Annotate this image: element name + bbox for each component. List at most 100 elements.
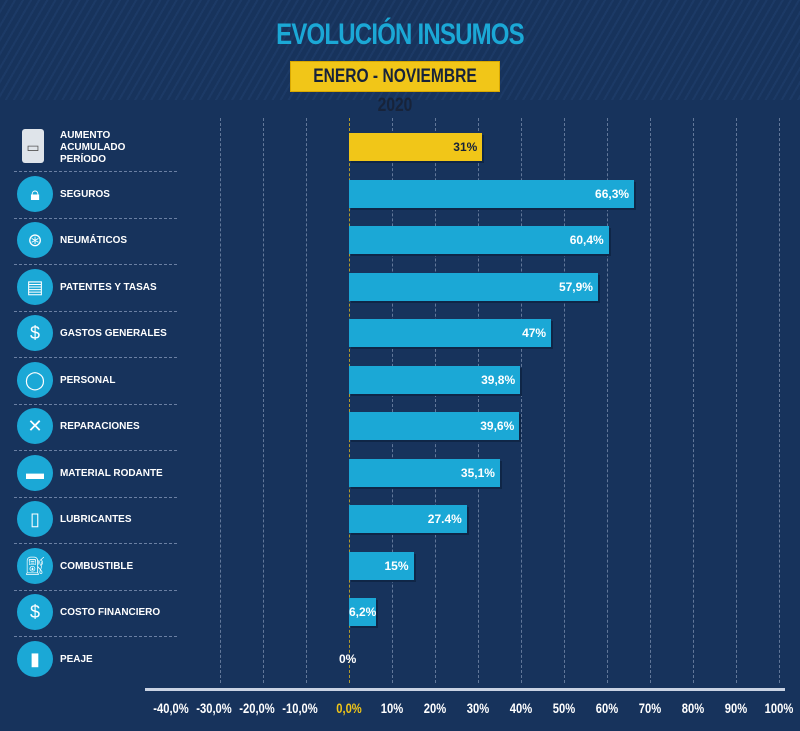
x-tick-label: -20,0% [239, 700, 275, 716]
x-axis [145, 688, 785, 691]
category-label: REPARACIONES [60, 420, 140, 432]
x-tick-label: 100% [764, 700, 794, 716]
category-label: COMBUSTIBLE [60, 559, 134, 572]
gridline [564, 118, 565, 683]
data-label: 35,1% [460, 465, 495, 480]
data-label: 57,9% [558, 279, 593, 294]
category-row: ▯ LUBRICANTES [14, 496, 177, 544]
category-row: ◯ PERSONAL [14, 357, 177, 405]
bar: 47% [349, 319, 552, 347]
tire-icon: ⊛ [17, 222, 53, 258]
bar: 6,2% [349, 598, 376, 626]
chart-title: EVOLUCIÓN INSUMOS [276, 18, 525, 51]
gridline [220, 118, 221, 683]
category-label: MATERIAL RODANTE [60, 466, 163, 479]
row-divider [14, 217, 177, 219]
category-label: COSTO FINANCIERO [60, 606, 161, 618]
row-divider [14, 264, 177, 265]
row-divider [14, 589, 177, 591]
x-tick-label: 40% [509, 700, 533, 716]
x-tick-label: 70% [638, 700, 662, 716]
category-row: ▤ PATENTES Y TASAS [14, 264, 177, 312]
category-label: LUBRICANTES [60, 513, 132, 525]
category-label: PERSONAL [60, 373, 116, 386]
license-plate-icon: ▤ [17, 268, 53, 305]
bus-icon: ▬ [17, 454, 53, 491]
row-divider [14, 496, 177, 498]
gridline [736, 118, 737, 683]
subtitle-text: ENERO - NOVIEMBRE 2020 [313, 66, 477, 116]
toll-icon: ▮ [17, 640, 53, 677]
receipt-icon: $ [17, 315, 53, 351]
gridline [349, 118, 350, 683]
data-label: 31% [453, 140, 478, 154]
bar: 39,6% [349, 412, 520, 440]
x-tick-label: 60% [595, 700, 619, 716]
x-tick-label: 0,0% [336, 700, 362, 716]
x-tick-label: -30,0% [196, 700, 232, 716]
category-label: GASTOS GENERALES [60, 327, 167, 339]
x-tick-label: -40,0% [153, 700, 189, 716]
bar: 15% [349, 551, 414, 580]
data-label: 39,8% [481, 372, 516, 387]
row-divider [14, 450, 177, 451]
person-icon: ◯ [17, 361, 53, 398]
gridline [435, 118, 436, 683]
lock-icon: 🔒︎ [17, 175, 53, 212]
category-label: NEUMÁTICOS [60, 234, 128, 246]
chart-subtitle: ENERO - NOVIEMBRE 2020 [290, 61, 500, 116]
data-label: 27.4% [427, 512, 462, 526]
gridline [521, 118, 522, 683]
bar: 57,9% [349, 272, 598, 301]
row-divider [14, 636, 177, 637]
category-row: ▬ MATERIAL RODANTE [14, 450, 177, 498]
category-label: PATENTES Y TASAS [60, 280, 157, 293]
row-divider [14, 357, 177, 358]
category-label: PEAJE [60, 652, 93, 665]
x-tick-label: 30% [466, 700, 490, 716]
oil-icon: ▯ [17, 501, 53, 537]
category-row: ✕ REPARACIONES [14, 403, 177, 451]
row-divider [14, 171, 177, 172]
category-row: 🔒︎ SEGUROS [14, 171, 177, 219]
x-tick-label: 10% [380, 700, 404, 716]
gridline [693, 118, 694, 683]
bar: 35,1% [349, 458, 500, 487]
tools-icon: ✕ [17, 408, 53, 444]
category-row: ⛽︎ COMBUSTIBLE [14, 543, 177, 591]
x-tick-label: 20% [423, 700, 447, 716]
gridline [478, 118, 479, 683]
bar: 31% [349, 133, 483, 161]
gridline [306, 118, 307, 683]
x-tick-label: 50% [552, 700, 576, 716]
x-tick-label: 90% [724, 700, 748, 716]
data-label: 47% [522, 326, 547, 340]
data-label: 39,6% [480, 419, 515, 433]
data-label: 0% [339, 651, 357, 666]
category-label: AUMENTO ACUMULADO PERÍODO [60, 129, 126, 165]
data-label: 15% [384, 558, 409, 573]
x-tick-label: 80% [681, 700, 705, 716]
gridline [607, 118, 608, 683]
bar: 60,4% [349, 226, 609, 254]
data-label: 66,3% [595, 186, 630, 201]
gridline [650, 118, 651, 683]
category-row: $ GASTOS GENERALES [14, 310, 177, 358]
gridline [392, 118, 393, 683]
x-tick-label: -10,0% [282, 700, 318, 716]
category-row: ▭ AUMENTO ACUMULADO PERÍODO [14, 124, 177, 172]
bar: 39,8% [349, 365, 521, 394]
row-divider [14, 543, 177, 544]
category-label: SEGUROS [60, 187, 110, 200]
truck-icon: ▭ [22, 129, 44, 163]
bar: 66,3% [349, 179, 635, 208]
data-label: 6,2% [349, 605, 377, 619]
category-row: $ COSTO FINANCIERO [14, 589, 177, 637]
data-label: 60,4% [569, 233, 604, 247]
row-divider [14, 310, 177, 312]
bar: 27.4% [349, 505, 467, 533]
fuel-icon: ⛽︎ [17, 547, 53, 584]
gridline [263, 118, 264, 683]
category-row: ▮ PEAJE [14, 636, 177, 682]
money-bag-icon: $ [17, 594, 53, 630]
